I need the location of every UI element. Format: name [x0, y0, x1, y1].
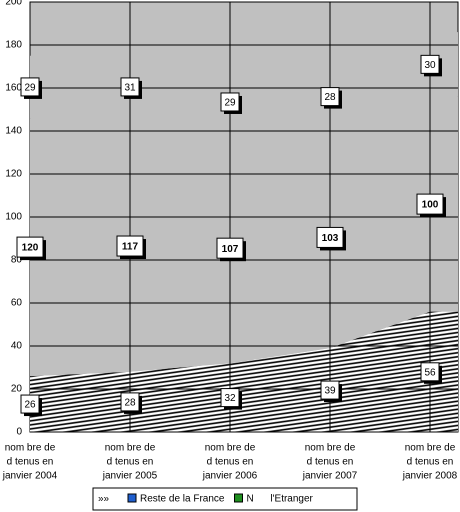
data-label: 107: [222, 244, 239, 255]
x-tick-label: nom bre de: [105, 443, 156, 454]
data-label-box: [116, 235, 144, 257]
data-label: 103: [322, 233, 339, 244]
x-tick-label: d tenus en: [7, 457, 54, 468]
data-label-box: [416, 193, 444, 215]
data-label-box: [216, 237, 244, 259]
y-tick-label: 120: [5, 169, 22, 180]
x-tick-label: janvier 2007: [302, 471, 358, 482]
x-tick-label: nom bre de: [305, 443, 356, 454]
data-label-box: [20, 77, 40, 97]
data-label: 120: [22, 243, 39, 254]
legend-swatch: [234, 493, 243, 503]
legend-label: Reste de la France: [140, 494, 225, 505]
area: [30, 32, 458, 134]
data-label: 117: [122, 242, 139, 253]
x-tick-label: janvier 2005: [102, 471, 158, 482]
data-label: 39: [324, 386, 336, 397]
y-tick-label: 80: [11, 255, 23, 266]
data-label-box: [220, 388, 240, 408]
data-label: 29: [24, 83, 36, 94]
y-tick-label: 140: [5, 126, 22, 137]
data-label: 31: [124, 83, 136, 94]
data-label-box: [20, 394, 40, 414]
data-label-box: [320, 380, 340, 400]
y-tick-label: 180: [5, 40, 22, 51]
data-label-box: [220, 92, 240, 112]
data-label-box: [316, 226, 344, 248]
data-label: 28: [324, 92, 336, 103]
x-tick-label: d tenus en: [207, 457, 254, 468]
x-tick-label: nom bre de: [205, 443, 256, 454]
data-label-box: [420, 362, 440, 382]
data-label: 56: [424, 367, 436, 378]
data-label: 32: [224, 393, 236, 404]
data-label: 30: [424, 60, 436, 71]
x-tick-label: d tenus en: [107, 457, 154, 468]
y-tick-label: 60: [11, 298, 23, 309]
x-tick-label: janvier 2008: [402, 471, 458, 482]
x-tick-label: janvier 2004: [2, 471, 58, 482]
data-label: 100: [422, 200, 439, 211]
legend: [92, 487, 358, 511]
legend-swatch: [127, 493, 137, 503]
data-label: 28: [124, 398, 136, 409]
y-tick-label: 0: [16, 427, 22, 438]
y-tick-label: 20: [11, 384, 23, 395]
x-tick-label: nom bre de: [5, 443, 56, 454]
y-tick-label: 200: [5, 0, 22, 8]
data-label: 29: [224, 98, 236, 109]
x-tick-label: nom bre de: [405, 443, 456, 454]
x-tick-label: d tenus en: [407, 457, 454, 468]
data-label-box: [16, 236, 44, 258]
legend-label: N l'Etranger: [247, 494, 314, 505]
data-label: 26: [24, 400, 36, 411]
y-tick-label: 160: [5, 83, 22, 94]
x-tick-label: janvier 2006: [202, 471, 258, 482]
legend-swatch: »»: [98, 494, 110, 505]
data-label-box: [120, 392, 140, 412]
data-label-box: [320, 87, 340, 107]
y-tick-label: 100: [5, 212, 22, 223]
x-tick-label: d tenus en: [307, 457, 354, 468]
area: [30, 96, 458, 377]
y-tick-label: 40: [11, 341, 23, 352]
data-label-box: [420, 54, 440, 74]
data-label-box: [120, 77, 140, 97]
